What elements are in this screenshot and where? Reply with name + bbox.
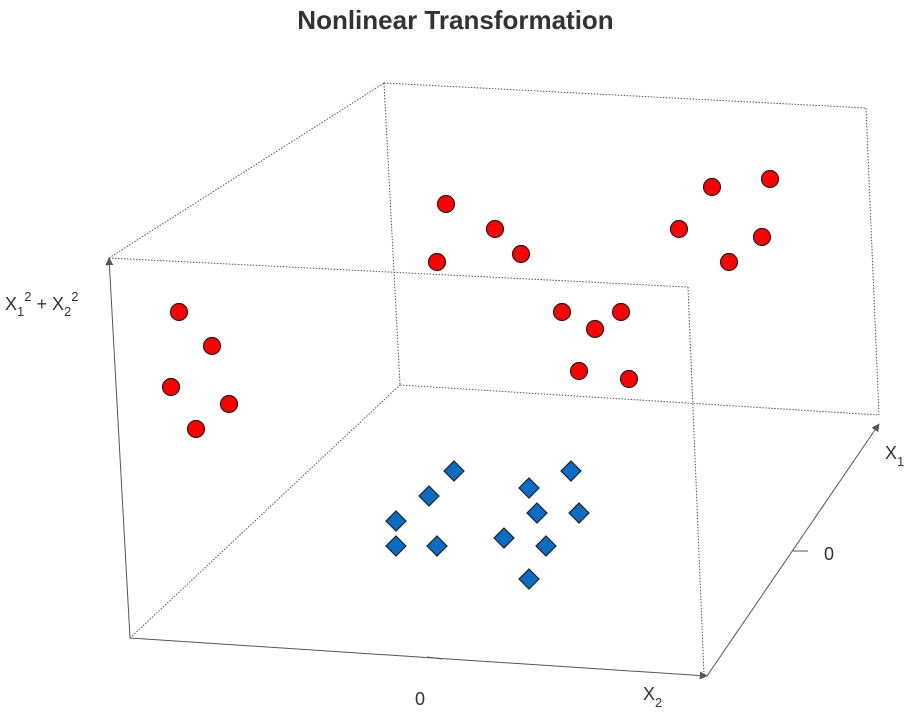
back-right-edge xyxy=(865,107,880,416)
blue-diamond-point-1 xyxy=(418,485,440,507)
red-circle-point-14 xyxy=(552,302,572,322)
blue-diamond-point-7 xyxy=(526,502,548,524)
red-circle-point-15 xyxy=(611,302,631,322)
red-circle-point-6 xyxy=(485,219,505,239)
red-circle-point-9 xyxy=(702,177,722,197)
x1-label-sub: 1 xyxy=(897,454,904,469)
blue-diamond-point-10 xyxy=(535,535,557,557)
left-top-edge xyxy=(108,82,385,259)
red-circle-point-7 xyxy=(511,244,531,264)
z-label-part2-main: X xyxy=(52,294,64,314)
red-circle-point-5 xyxy=(436,194,456,214)
blue-diamond-point-11 xyxy=(518,568,540,590)
x2-tick-label-0: 0 xyxy=(415,689,425,709)
red-circle-point-8 xyxy=(427,252,447,272)
blue-diamond-point-5 xyxy=(560,460,582,482)
box-frame xyxy=(108,82,880,676)
back-bottom-edge xyxy=(399,384,880,416)
blue-diamond-point-4 xyxy=(426,535,448,557)
red-circle-point-3 xyxy=(219,394,239,414)
red-circle-point-12 xyxy=(752,227,772,247)
x2-label-main: X xyxy=(643,684,655,704)
x1-label-main: X xyxy=(885,443,897,463)
data-points xyxy=(161,169,780,590)
front-top-edge xyxy=(108,257,689,288)
blue-diamond-point-0 xyxy=(443,460,465,482)
back-left-edge xyxy=(383,82,401,386)
z-label-part2-sub: 2 xyxy=(64,304,71,319)
red-circle-point-1 xyxy=(202,336,222,356)
back-top-edge xyxy=(383,82,867,109)
z-axis xyxy=(105,257,131,639)
z-label-part1-main: X xyxy=(5,294,17,314)
x1-axis-label: X1 xyxy=(885,443,904,469)
x1-tick-label-0: 0 xyxy=(824,544,834,564)
blue-diamond-point-9 xyxy=(493,527,515,549)
z-label-op: + xyxy=(36,294,47,314)
blue-diamond-point-8 xyxy=(568,502,590,524)
red-circle-point-17 xyxy=(569,361,589,381)
z-label-part2-sup: 2 xyxy=(71,289,78,304)
blue-diamond-point-3 xyxy=(385,535,407,557)
x2-label-sub: 2 xyxy=(655,695,662,710)
red-circle-point-13 xyxy=(719,252,739,272)
z-axis-label: X12 + X22 xyxy=(5,289,78,319)
blue-diamond-point-2 xyxy=(385,510,407,532)
red-circle-point-0 xyxy=(169,302,189,322)
x2-tick-0 xyxy=(426,656,443,660)
x1-axis xyxy=(706,423,880,677)
blue-diamond-point-6 xyxy=(518,477,540,499)
x2-axis xyxy=(129,637,708,680)
z-label-part1-sup: 2 xyxy=(24,289,31,304)
red-circle-point-16 xyxy=(585,319,605,339)
red-circle-point-18 xyxy=(619,369,639,389)
axes xyxy=(105,257,880,680)
x2-axis-label: X2 xyxy=(643,684,662,710)
red-circle-point-10 xyxy=(760,169,780,189)
z-label-part1-sub: 1 xyxy=(17,304,24,319)
red-circle-point-11 xyxy=(669,219,689,239)
floor-left-edge xyxy=(129,384,401,639)
red-circle-point-4 xyxy=(186,419,206,439)
chart-title: Nonlinear Transformation xyxy=(297,5,614,35)
front-right-edge xyxy=(687,286,705,676)
red-circle-point-2 xyxy=(161,377,181,397)
